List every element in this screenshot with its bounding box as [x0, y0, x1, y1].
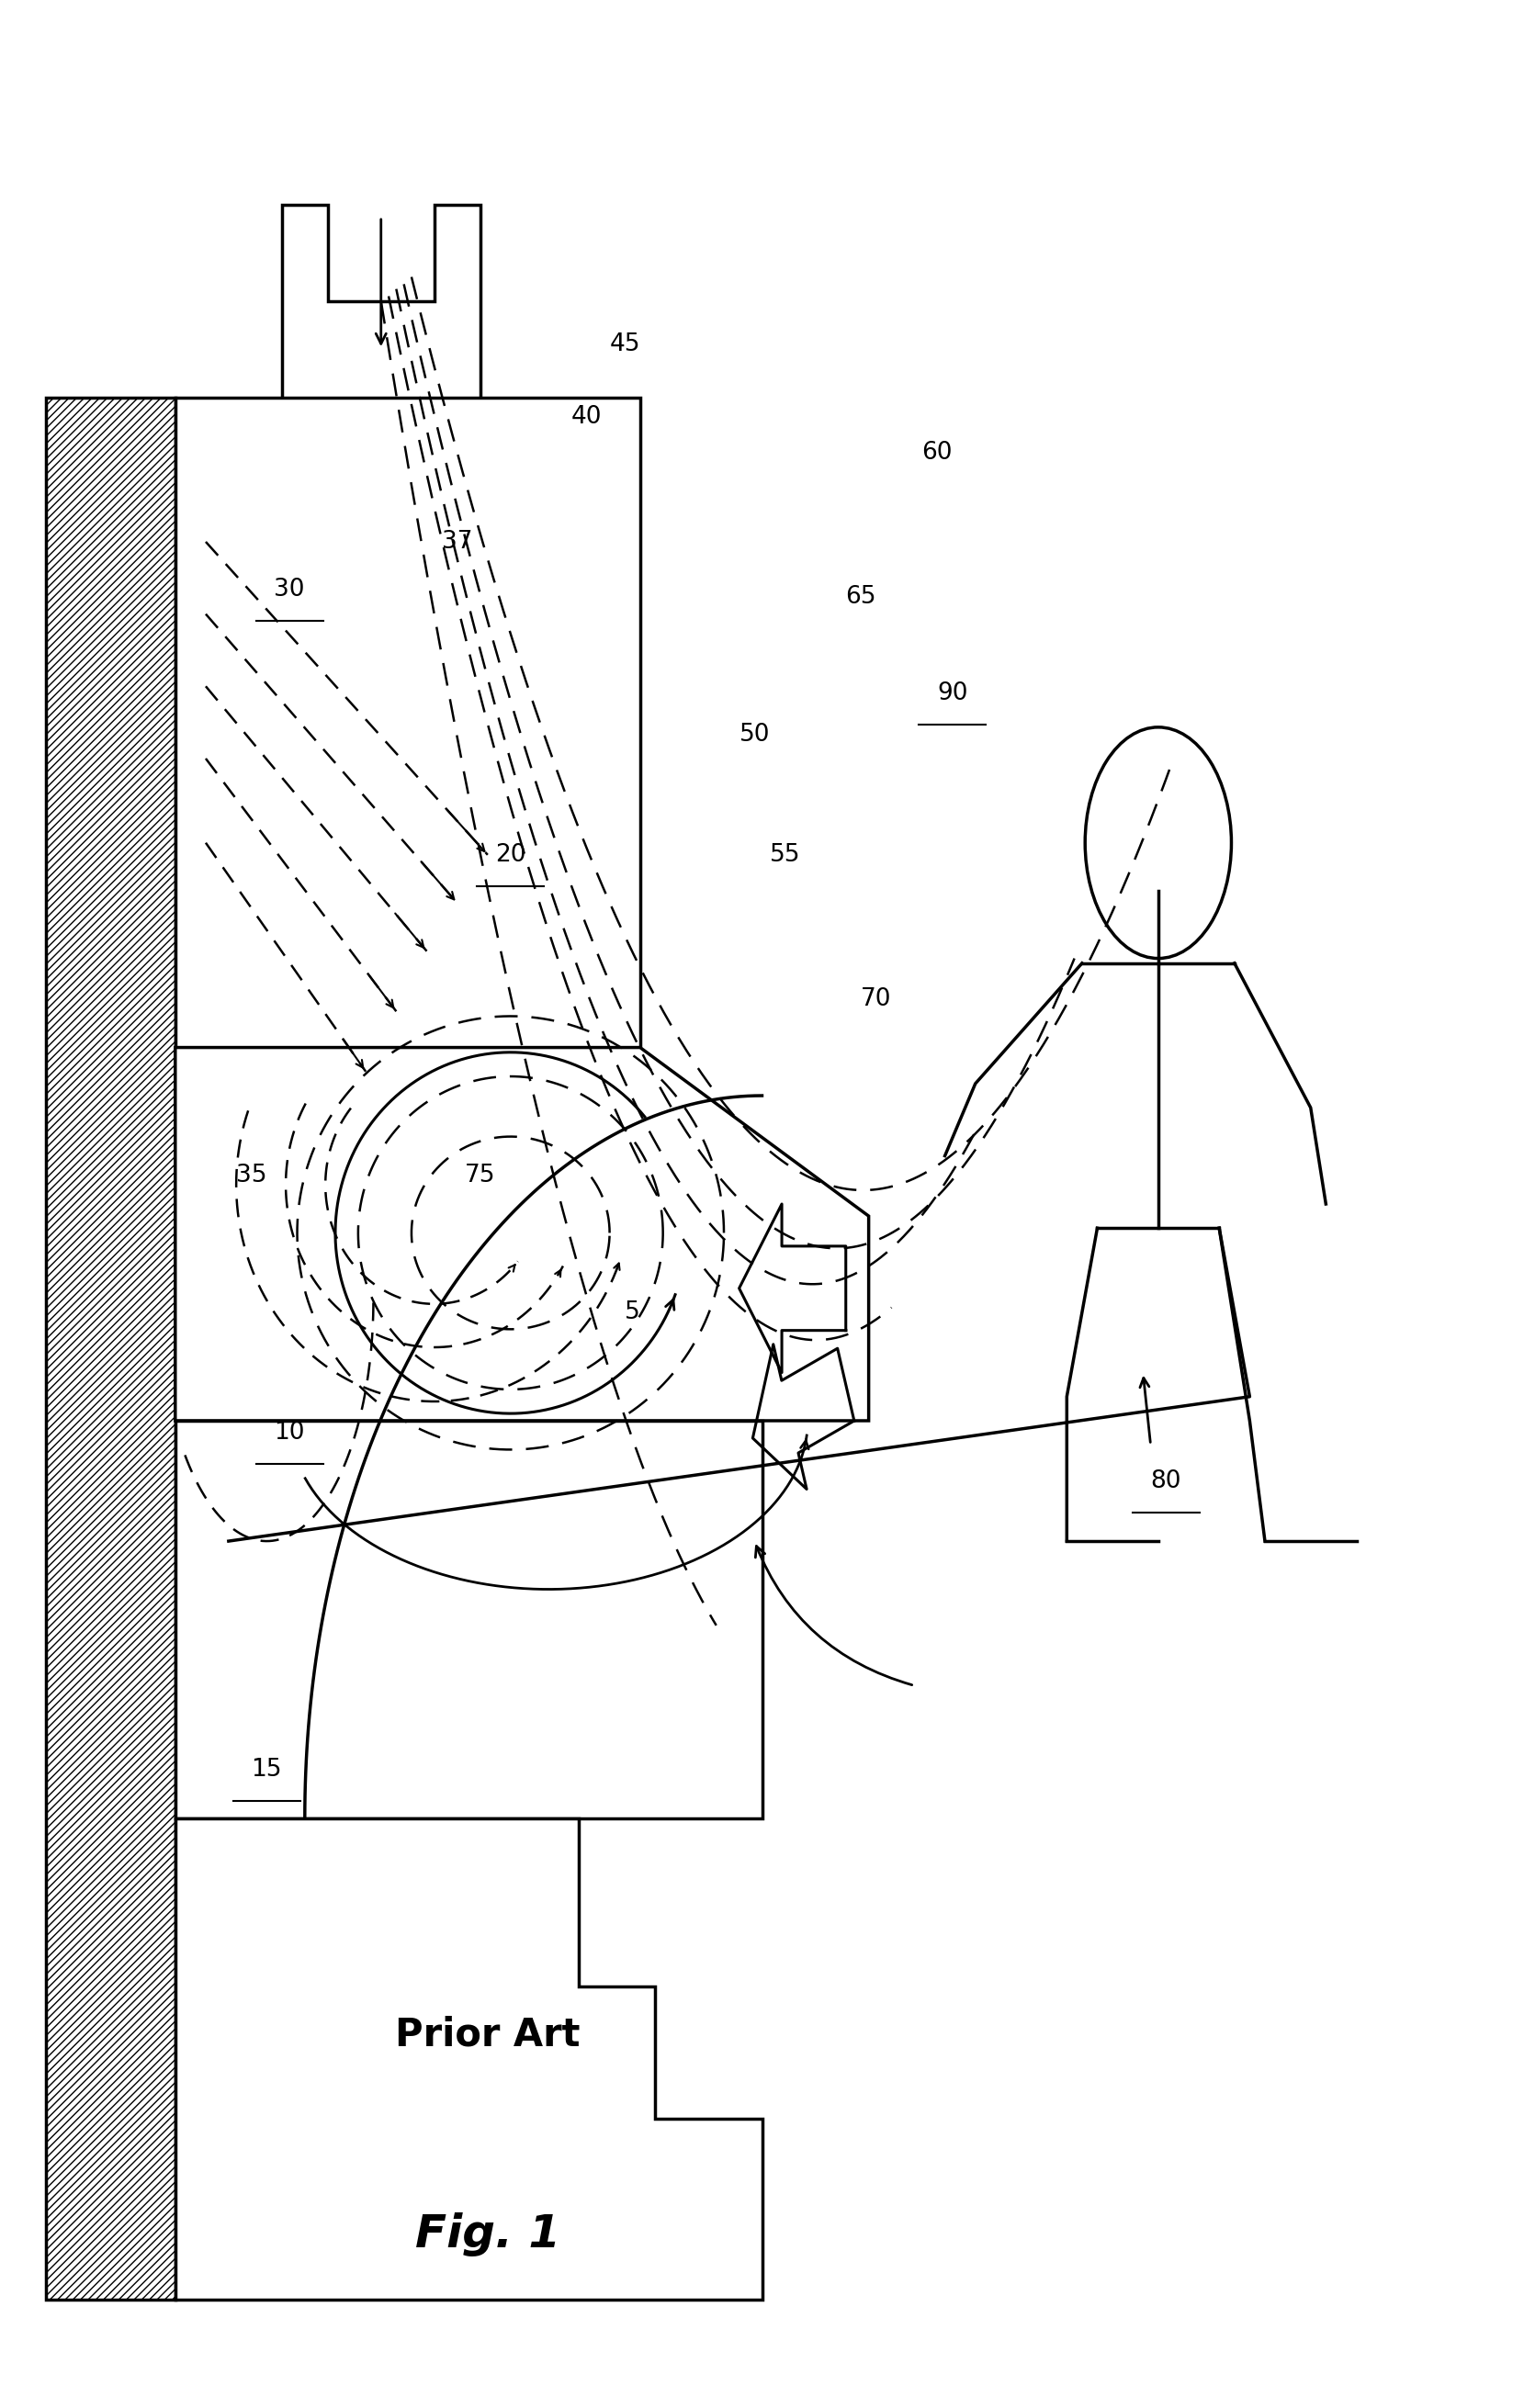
Text: 40: 40 — [572, 405, 602, 429]
Text: 75: 75 — [465, 1163, 495, 1187]
Text: 90: 90 — [937, 681, 968, 706]
Text: Prior Art: Prior Art — [395, 2015, 581, 2054]
Text: 80: 80 — [1151, 1469, 1181, 1493]
Polygon shape — [175, 397, 640, 1047]
Polygon shape — [175, 1047, 869, 1421]
Text: 55: 55 — [770, 843, 800, 867]
Text: 37: 37 — [442, 530, 472, 554]
Polygon shape — [175, 1818, 762, 2300]
Text: 50: 50 — [739, 722, 770, 746]
Text: 60: 60 — [922, 441, 952, 465]
Text: 65: 65 — [846, 585, 876, 609]
Polygon shape — [46, 397, 175, 2300]
Text: 15: 15 — [251, 1758, 282, 1782]
Text: 20: 20 — [495, 843, 526, 867]
Text: 70: 70 — [861, 987, 892, 1011]
Text: 30: 30 — [274, 578, 305, 602]
Text: 10: 10 — [274, 1421, 305, 1445]
Text: 35: 35 — [236, 1163, 267, 1187]
Text: Fig. 1: Fig. 1 — [415, 2213, 561, 2256]
Text: 45: 45 — [610, 332, 640, 356]
Polygon shape — [175, 1421, 762, 1818]
Text: 5: 5 — [625, 1300, 640, 1324]
